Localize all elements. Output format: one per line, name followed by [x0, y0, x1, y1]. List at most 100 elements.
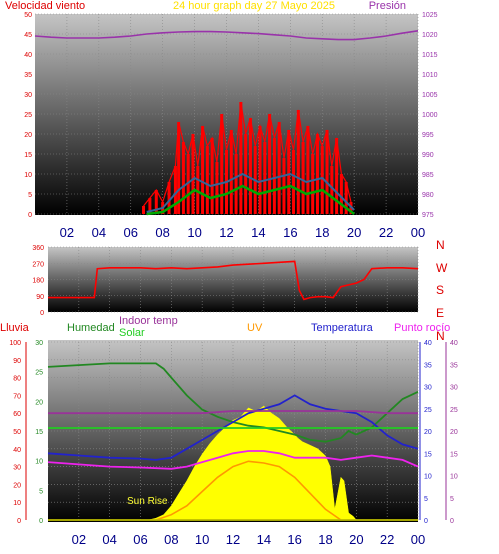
- uv-line: [155, 460, 342, 521]
- series-humedad-line: [47, 362, 419, 443]
- dewpoint-tick-label: 35: [450, 362, 458, 369]
- dewpoint-tick-label: 10: [450, 474, 458, 481]
- right-tick-label: 985: [422, 172, 434, 179]
- legend-label: Indoor temp: [119, 315, 178, 327]
- humidity-tick-label: 10: [35, 459, 43, 466]
- rain-tick-label: 10: [13, 500, 21, 507]
- x-tick-label: 08: [164, 532, 178, 547]
- dewpoint-tick-label: 5: [450, 496, 454, 503]
- legend-label: Humedad: [67, 322, 115, 334]
- left-tick-label: 40: [24, 52, 32, 59]
- left-tick-label: 10: [24, 172, 32, 179]
- rain-tick-label: 20: [13, 482, 21, 489]
- right-tick-label: 1005: [422, 92, 438, 99]
- series-indoor-temp-line: [48, 410, 418, 415]
- panel3-rain-ticks: 0 10 20 30 40 50 60 70 80 90 100: [9, 340, 21, 525]
- x-tick-label: 02: [60, 225, 74, 240]
- x-tick-label: 18: [315, 225, 329, 240]
- rain-tick-label: 0: [17, 518, 21, 525]
- rain-tick-label: 60: [13, 411, 21, 418]
- right-tick-label: 975: [422, 212, 434, 219]
- temp-tick-label: 25: [424, 407, 432, 414]
- x-tick-label: 06: [124, 225, 138, 240]
- rain-tick-label: 50: [13, 429, 21, 436]
- right-axis-label: Presión: [369, 0, 406, 12]
- left-tick-label: 20: [24, 132, 32, 139]
- x-tick-label: 10: [195, 532, 209, 547]
- left-tick-label: 5: [28, 192, 32, 199]
- panel1-series: [34, 30, 419, 216]
- x-tick-label: 18: [318, 532, 332, 547]
- x-tick-label: 22: [380, 532, 394, 547]
- direction-tick-label: 360: [32, 245, 44, 252]
- gust-line: [143, 101, 352, 207]
- dewpoint-tick-label: 15: [450, 451, 458, 458]
- x-tick-label: 02: [72, 532, 86, 547]
- direction-tick-label: 180: [32, 278, 44, 285]
- panel2-gridlines: [48, 246, 419, 313]
- panel3-temp-ticks-outer: 0 5 10 15 20 25 30 35 40: [450, 340, 458, 525]
- temp-tick-label: 30: [424, 385, 432, 392]
- x-tick-label: 12: [219, 225, 233, 240]
- right-tick-label: 995: [422, 132, 434, 139]
- x-tick-label: 16: [283, 225, 297, 240]
- direction-tick-label: 270: [32, 261, 44, 268]
- compass-label: W: [436, 261, 448, 275]
- left-tick-label: 35: [24, 72, 32, 79]
- left-tick-label: 50: [24, 12, 32, 19]
- compass-label: S: [436, 283, 444, 297]
- humidity-tick-label: 25: [35, 370, 43, 377]
- x-tick-label: 04: [102, 532, 116, 547]
- temp-tick-label: 35: [424, 362, 432, 369]
- right-tick-label: 990: [422, 152, 434, 159]
- rain-tick-label: 80: [13, 376, 21, 383]
- x-tick-label: 00: [411, 532, 425, 547]
- pressure-line: [34, 30, 419, 41]
- direction-line: [48, 260, 419, 301]
- rain-tick-label: 70: [13, 393, 21, 400]
- sun-rise-annotation: Sun Rise: [127, 496, 168, 507]
- panel2-series: [48, 260, 419, 301]
- left-tick-label: 45: [24, 32, 32, 39]
- humidity-tick-label: 0: [39, 518, 43, 525]
- rain-tick-label: 100: [9, 340, 21, 347]
- wind-avg-line: [146, 172, 355, 213]
- dewpoint-tick-label: 25: [450, 407, 458, 414]
- left-tick-label: 15: [24, 152, 32, 159]
- humidity-tick-label: 20: [35, 399, 43, 406]
- panel-wind-pressure: 24 hour graph day 27 Mayo 2025 Velocidad…: [5, 0, 438, 240]
- panel3-left2-ticks: 0 5 10 15 20 25 30: [35, 340, 43, 525]
- panel1-left-ticks: 0 5 10 15 20 25 30 35 40 45 50: [24, 12, 32, 219]
- left-tick-label: 30: [24, 92, 32, 99]
- humidity-tick-label: 5: [39, 488, 43, 495]
- compass-label: N: [436, 238, 445, 252]
- left-tick-label: 0: [28, 212, 32, 219]
- legend-label: UV: [247, 322, 263, 334]
- panel3-temp-ticks: 0 5 10 15 20 25 30 35 40: [424, 340, 432, 525]
- temp-tick-label: 15: [424, 451, 432, 458]
- x-tick-label: 20: [347, 225, 361, 240]
- right-tick-label: 1010: [422, 72, 438, 79]
- legend-label: Lluvia: [0, 322, 30, 334]
- legend-label: Solar: [119, 327, 145, 339]
- x-tick-label: 12: [226, 532, 240, 547]
- humidity-tick-label: 15: [35, 429, 43, 436]
- rain-tick-label: 30: [13, 465, 21, 472]
- x-tick-label: 14: [251, 225, 265, 240]
- dewpoint-tick-label: 0: [450, 518, 454, 525]
- x-tick-label: 16: [287, 532, 301, 547]
- dewpoint-tick-label: 30: [450, 385, 458, 392]
- x-tick-label: 04: [92, 225, 106, 240]
- temp-tick-label: 20: [424, 429, 432, 436]
- left-axis-label: Velocidad viento: [5, 0, 85, 12]
- solar-area: [148, 405, 357, 521]
- temp-tick-label: 0: [424, 518, 428, 525]
- x-tick-label: 00: [411, 225, 425, 240]
- direction-tick-label: 0: [40, 310, 44, 317]
- dewpoint-tick-label: 40: [450, 340, 458, 347]
